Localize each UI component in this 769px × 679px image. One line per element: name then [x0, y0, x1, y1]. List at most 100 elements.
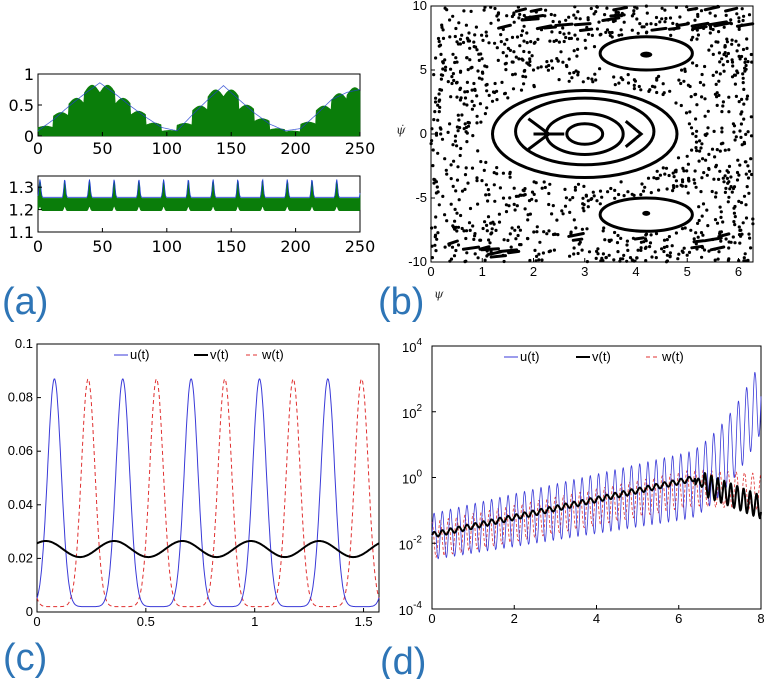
panel-b-separatrix: [624, 120, 644, 148]
panel-b-point: [485, 106, 489, 110]
panel-b-point: [636, 248, 640, 252]
panel-b-point: [657, 188, 661, 192]
panel-b-point: [725, 176, 730, 180]
panel-b-point: [712, 129, 716, 133]
panel-b-point: [694, 185, 698, 189]
panel-b-point: [665, 244, 669, 249]
panel-b-point: [591, 80, 595, 84]
panel-a-bottom-xtick-label: 100: [152, 237, 183, 256]
panel-b-point: [564, 35, 568, 40]
panel-b-point: [704, 158, 708, 162]
panel-b-point: [662, 238, 667, 242]
panel-b-point: [433, 100, 438, 104]
panel-b-point: [469, 9, 473, 13]
panel-b-point: [542, 230, 546, 234]
panel-b-point: [744, 63, 748, 68]
panel-b-point: [484, 193, 488, 197]
panel-b-ytick-label: -5: [415, 190, 427, 205]
panel-b-point: [463, 173, 468, 177]
panel-b-point: [583, 38, 587, 43]
panel-a-bottom-ticks: 0 50 100 150 200 250 1.1 1.2 1.3: [9, 178, 376, 256]
panel-b-point: [612, 258, 616, 262]
panel-b-point: [448, 35, 452, 39]
panel-b-point: [556, 233, 560, 237]
panel-b-point: [672, 186, 676, 190]
panel-b-point: [632, 193, 636, 197]
panel-b-point: [744, 172, 748, 176]
panel-b-point: [600, 256, 604, 260]
panel-b-point: [592, 45, 597, 49]
panel-b-point: [656, 176, 660, 180]
panel-b-point: [480, 179, 484, 183]
panel-b-point: [594, 78, 598, 82]
panel-b-point: [496, 58, 500, 63]
panel-b-point: [550, 59, 554, 63]
panel-b-streak: [717, 232, 731, 239]
panel-b-point: [739, 135, 743, 139]
panel-c-plot: 0 0.5 1 1.5 0 0.02 0.04 0.06 0.08 0.1 u(t) v(t) w(t…: [8, 336, 380, 629]
panel-b-point: [519, 33, 524, 38]
panel-b-point: [747, 232, 751, 236]
panel-b-point: [446, 80, 450, 84]
panel-b-point: [561, 60, 565, 64]
panel-b-point: [725, 40, 730, 44]
panel-b-point: [604, 255, 608, 260]
panel-a-bottom-blue-line: [37, 178, 361, 198]
panel-d-series-w: [431, 469, 762, 558]
panel-b-point: [495, 14, 499, 18]
panel-b-point: [522, 189, 526, 193]
panel-b-point: [616, 233, 620, 238]
panel-b-xtick-label: 3: [581, 264, 588, 279]
panel-b-point: [562, 39, 566, 44]
panel-d-xtick-label: 2: [511, 611, 518, 626]
panel-b-point: [729, 240, 733, 244]
panel-b-point: [477, 58, 481, 63]
panel-b-point: [735, 12, 739, 16]
panel-b-point: [727, 110, 731, 114]
panel-b-point: [747, 191, 751, 195]
panel-b-point: [726, 59, 730, 64]
panel-b-streak: [735, 22, 755, 28]
panel-b-point: [595, 199, 599, 203]
panel-b-point: [596, 247, 600, 251]
panel-b-point: [483, 258, 487, 262]
panel-b-point: [455, 95, 459, 99]
panel-b-point: [547, 63, 551, 68]
panel-b-point: [465, 131, 469, 135]
panel-b-point: [639, 240, 644, 244]
panel-b-point: [430, 226, 434, 230]
panel-b-point: [692, 178, 696, 182]
panel-b-streak: [461, 245, 481, 251]
panel-d-ytick-exponent: 0: [416, 469, 422, 480]
panel-b-point: [723, 45, 727, 49]
panel-b-point: [577, 242, 581, 246]
panel-b-point: [714, 70, 719, 74]
panel-b-point: [743, 60, 747, 64]
panel-b-point: [485, 229, 489, 233]
panel-b-point: [518, 228, 523, 232]
panel-c-legend-label: w(t): [261, 347, 284, 362]
panel-a-bottom-ytick-label: 1.3: [9, 178, 34, 197]
panel-b-point: [697, 159, 701, 163]
panel-b-point: [448, 122, 452, 126]
panel-b-point: [463, 122, 467, 126]
panel-b-point: [692, 237, 696, 241]
panel-a-top-ytick-label: 0.5: [9, 96, 34, 115]
panel-b-point: [489, 5, 493, 9]
panel-b-point: [690, 148, 694, 152]
panel-b-point: [496, 18, 500, 22]
panel-b-point: [655, 78, 659, 82]
panel-b-point: [434, 133, 439, 137]
panel-b-point: [734, 135, 738, 139]
panel-b-point: [519, 243, 523, 247]
panel-b-point: [496, 11, 501, 15]
panel-b-point: [632, 259, 636, 263]
panel-b-point: [530, 54, 534, 58]
panel-b-point: [686, 191, 690, 195]
panel-b-point: [473, 33, 477, 37]
panel-b-point: [706, 224, 710, 228]
panel-b-point: [514, 237, 518, 241]
panel-b-point: [567, 15, 571, 19]
panel-b-point: [725, 169, 729, 173]
